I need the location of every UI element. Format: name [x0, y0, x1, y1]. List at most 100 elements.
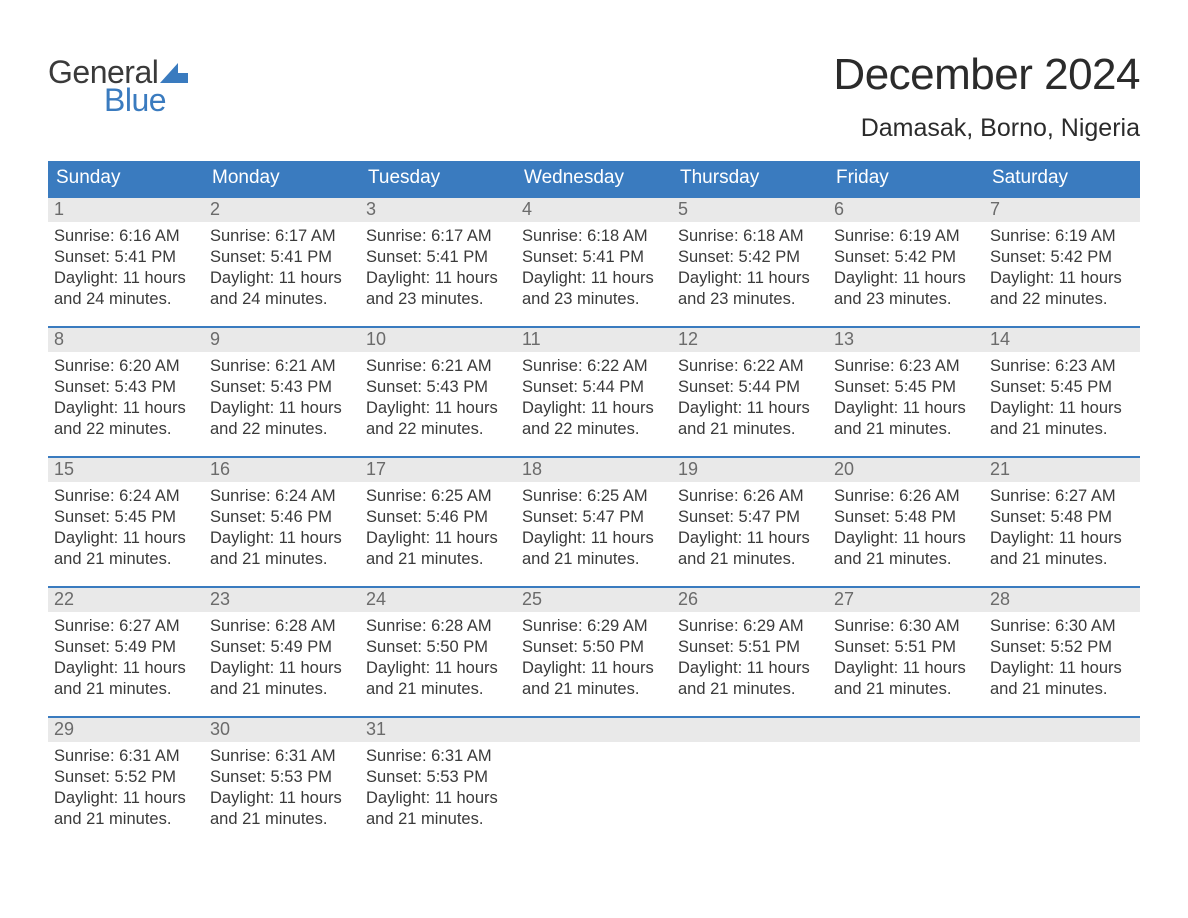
sunset-line: Sunset: 5:49 PM	[54, 637, 198, 658]
day-number: 30	[210, 719, 230, 739]
day-body: Sunrise: 6:19 AMSunset: 5:42 PMDaylight:…	[984, 222, 1140, 316]
daylight-line: Daylight: 11 hours and 21 minutes.	[366, 788, 510, 830]
sunrise-line: Sunrise: 6:30 AM	[990, 616, 1134, 637]
sunrise-line: Sunrise: 6:24 AM	[210, 486, 354, 507]
day-number-bar: 5	[672, 198, 828, 222]
day-of-week-cell: Monday	[204, 161, 360, 196]
sunset-line: Sunset: 5:41 PM	[210, 247, 354, 268]
day-cell: 10Sunrise: 6:21 AMSunset: 5:43 PMDayligh…	[360, 328, 516, 456]
day-number-bar: 22	[48, 588, 204, 612]
day-cell: 28Sunrise: 6:30 AMSunset: 5:52 PMDayligh…	[984, 588, 1140, 716]
sunrise-line: Sunrise: 6:29 AM	[678, 616, 822, 637]
sunrise-line: Sunrise: 6:31 AM	[54, 746, 198, 767]
day-cell: 21Sunrise: 6:27 AMSunset: 5:48 PMDayligh…	[984, 458, 1140, 586]
day-of-week-cell: Sunday	[48, 161, 204, 196]
week-row: 29Sunrise: 6:31 AMSunset: 5:52 PMDayligh…	[48, 716, 1140, 846]
day-number-bar: 4	[516, 198, 672, 222]
daylight-line: Daylight: 11 hours and 21 minutes.	[522, 528, 666, 570]
logo-word-blue: Blue	[48, 84, 188, 116]
sunset-line: Sunset: 5:50 PM	[366, 637, 510, 658]
day-number-bar: 20	[828, 458, 984, 482]
daylight-line: Daylight: 11 hours and 21 minutes.	[366, 528, 510, 570]
sunrise-line: Sunrise: 6:26 AM	[834, 486, 978, 507]
sunset-line: Sunset: 5:45 PM	[834, 377, 978, 398]
sunset-line: Sunset: 5:44 PM	[678, 377, 822, 398]
sunset-line: Sunset: 5:48 PM	[834, 507, 978, 528]
title-block: December 2024 Damasak, Borno, Nigeria	[833, 50, 1140, 143]
day-number-bar: 1	[48, 198, 204, 222]
sunset-line: Sunset: 5:43 PM	[366, 377, 510, 398]
logo: General Blue	[48, 56, 188, 116]
day-number-bar: 19	[672, 458, 828, 482]
day-number-bar: 23	[204, 588, 360, 612]
sunrise-line: Sunrise: 6:28 AM	[366, 616, 510, 637]
day-number-bar: 26	[672, 588, 828, 612]
day-body: Sunrise: 6:28 AMSunset: 5:49 PMDaylight:…	[204, 612, 360, 706]
sunset-line: Sunset: 5:45 PM	[990, 377, 1134, 398]
sunset-line: Sunset: 5:41 PM	[54, 247, 198, 268]
day-number: 2	[210, 199, 220, 219]
day-cell: 23 Sunrise: 6:28 AMSunset: 5:49 PMDayligh…	[204, 588, 360, 716]
day-cell: 16Sunrise: 6:24 AMSunset: 5:46 PMDayligh…	[204, 458, 360, 586]
day-of-week-header: SundayMondayTuesdayWednesdayThursdayFrid…	[48, 161, 1140, 196]
sunrise-line: Sunrise: 6:19 AM	[834, 226, 978, 247]
day-number-bar: .	[828, 718, 984, 742]
day-number: 7	[990, 199, 1000, 219]
day-cell: 24Sunrise: 6:28 AMSunset: 5:50 PMDayligh…	[360, 588, 516, 716]
day-cell: 18Sunrise: 6:25 AMSunset: 5:47 PMDayligh…	[516, 458, 672, 586]
day-number: 17	[366, 459, 386, 479]
day-cell: 13Sunrise: 6:23 AMSunset: 5:45 PMDayligh…	[828, 328, 984, 456]
sunrise-line: Sunrise: 6:17 AM	[210, 226, 354, 247]
day-number-bar: 17	[360, 458, 516, 482]
day-cell: 27Sunrise: 6:30 AMSunset: 5:51 PMDayligh…	[828, 588, 984, 716]
day-number: 21	[990, 459, 1010, 479]
day-cell: 22Sunrise: 6:27 AMSunset: 5:49 PMDayligh…	[48, 588, 204, 716]
daylight-line: Daylight: 11 hours and 23 minutes.	[678, 268, 822, 310]
sunset-line: Sunset: 5:52 PM	[990, 637, 1134, 658]
sunset-line: Sunset: 5:51 PM	[834, 637, 978, 658]
day-cell: 8Sunrise: 6:20 AMSunset: 5:43 PMDaylight…	[48, 328, 204, 456]
daylight-line: Daylight: 11 hours and 22 minutes.	[522, 398, 666, 440]
day-cell: 20Sunrise: 6:26 AMSunset: 5:48 PMDayligh…	[828, 458, 984, 586]
daylight-line: Daylight: 11 hours and 21 minutes.	[54, 658, 198, 700]
daylight-line: Daylight: 11 hours and 21 minutes.	[990, 398, 1134, 440]
day-number: 13	[834, 329, 854, 349]
sunset-line: Sunset: 5:43 PM	[54, 377, 198, 398]
day-number: 12	[678, 329, 698, 349]
day-number: 23	[210, 589, 230, 609]
sunset-line: Sunset: 5:53 PM	[210, 767, 354, 788]
day-number: 4	[522, 199, 532, 219]
daylight-line: Daylight: 11 hours and 21 minutes.	[834, 658, 978, 700]
day-body: Sunrise: 6:31 AMSunset: 5:53 PMDaylight:…	[204, 742, 360, 836]
daylight-line: Daylight: 11 hours and 23 minutes.	[522, 268, 666, 310]
day-body: Sunrise: 6:22 AMSunset: 5:44 PMDaylight:…	[516, 352, 672, 446]
day-body: Sunrise: 6:23 AMSunset: 5:45 PMDaylight:…	[984, 352, 1140, 446]
daylight-line: Daylight: 11 hours and 21 minutes.	[210, 658, 354, 700]
day-body: Sunrise: 6:31 AMSunset: 5:52 PMDaylight:…	[48, 742, 204, 836]
daylight-line: Daylight: 11 hours and 24 minutes.	[210, 268, 354, 310]
day-body: Sunrise: 6:21 AMSunset: 5:43 PMDaylight:…	[360, 352, 516, 446]
daylight-line: Daylight: 11 hours and 21 minutes.	[990, 658, 1134, 700]
day-number-bar: 18	[516, 458, 672, 482]
daylight-line: Daylight: 11 hours and 24 minutes.	[54, 268, 198, 310]
day-number-bar: 25	[516, 588, 672, 612]
day-cell: 7 Sunrise: 6:19 AMSunset: 5:42 PMDaylight…	[984, 198, 1140, 326]
day-body: Sunrise: 6:18 AMSunset: 5:41 PMDaylight:…	[516, 222, 672, 316]
day-body: Sunrise: 6:17 AMSunset: 5:41 PMDaylight:…	[360, 222, 516, 316]
sunset-line: Sunset: 5:47 PM	[522, 507, 666, 528]
sunset-line: Sunset: 5:47 PM	[678, 507, 822, 528]
day-number-bar: 6	[828, 198, 984, 222]
sunrise-line: Sunrise: 6:19 AM	[990, 226, 1134, 247]
day-cell: 11Sunrise: 6:22 AMSunset: 5:44 PMDayligh…	[516, 328, 672, 456]
day-number: 16	[210, 459, 230, 479]
day-body: Sunrise: 6:24 AMSunset: 5:45 PMDaylight:…	[48, 482, 204, 576]
sunrise-line: Sunrise: 6:22 AM	[522, 356, 666, 377]
day-cell: 4 Sunrise: 6:18 AMSunset: 5:41 PMDaylight…	[516, 198, 672, 326]
sunrise-line: Sunrise: 6:30 AM	[834, 616, 978, 637]
day-cell: 3Sunrise: 6:17 AMSunset: 5:41 PMDaylight…	[360, 198, 516, 326]
day-of-week-cell: Wednesday	[516, 161, 672, 196]
day-of-week-cell: Thursday	[672, 161, 828, 196]
day-of-week-cell: Saturday	[984, 161, 1140, 196]
day-number: 26	[678, 589, 698, 609]
sunrise-line: Sunrise: 6:23 AM	[990, 356, 1134, 377]
